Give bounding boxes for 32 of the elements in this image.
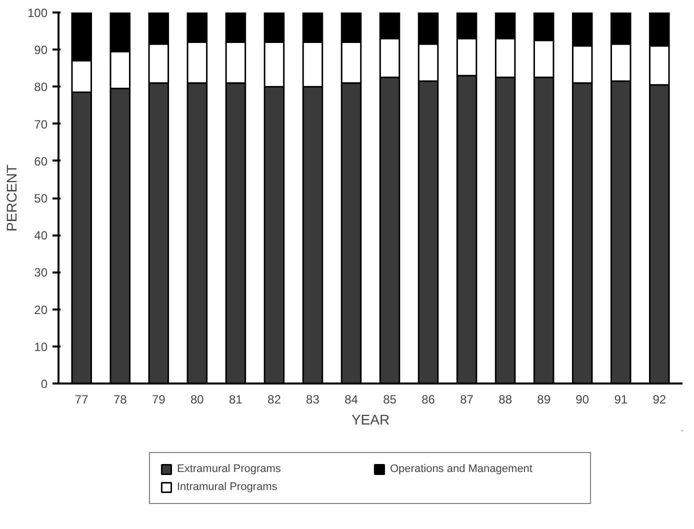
x-tick-label: 77 xyxy=(74,392,89,406)
legend-label: Intramural Programs xyxy=(177,480,278,492)
x-tick-label: 86 xyxy=(422,392,436,406)
x-tick-label: 89 xyxy=(537,392,551,406)
x-tick-label: 85 xyxy=(383,392,397,406)
y-tick-label: 30 xyxy=(34,266,48,280)
y-tick-label: 70 xyxy=(34,117,48,132)
y-tick-label: 0 xyxy=(40,377,48,391)
y-tick-label: 100 xyxy=(27,6,48,20)
legend-label: Extramural Programs xyxy=(177,462,282,474)
y-tick-label: 90 xyxy=(34,43,48,58)
x-tick-label: 80 xyxy=(190,392,204,406)
y-tick-label: 10 xyxy=(34,340,48,354)
x-tick-label: 92 xyxy=(652,392,666,406)
y-tick-label: 80 xyxy=(34,80,48,94)
y-tick-label: 40 xyxy=(34,228,48,243)
x-tick-label: 87 xyxy=(460,392,474,406)
y-tick-label: 20 xyxy=(34,302,48,317)
x-tick-label: 82 xyxy=(268,392,282,406)
y-tick-label: 50 xyxy=(34,192,48,206)
x-tick-label: 78 xyxy=(113,392,128,406)
x-axis-title: YEAR xyxy=(351,412,390,428)
x-tick-label: 84 xyxy=(344,392,358,406)
legend-label: Operations and Management xyxy=(390,462,534,474)
x-tick-label: 81 xyxy=(229,392,243,406)
x-tick-label: 88 xyxy=(498,392,512,406)
y-tick-label: 60 xyxy=(34,154,48,168)
x-tick-label: 79 xyxy=(152,392,166,406)
x-tick-label: 91 xyxy=(614,392,628,406)
y-axis-title: PERCENT xyxy=(3,164,20,232)
x-tick-label: 83 xyxy=(306,392,320,406)
x-tick-label: 90 xyxy=(576,392,590,406)
